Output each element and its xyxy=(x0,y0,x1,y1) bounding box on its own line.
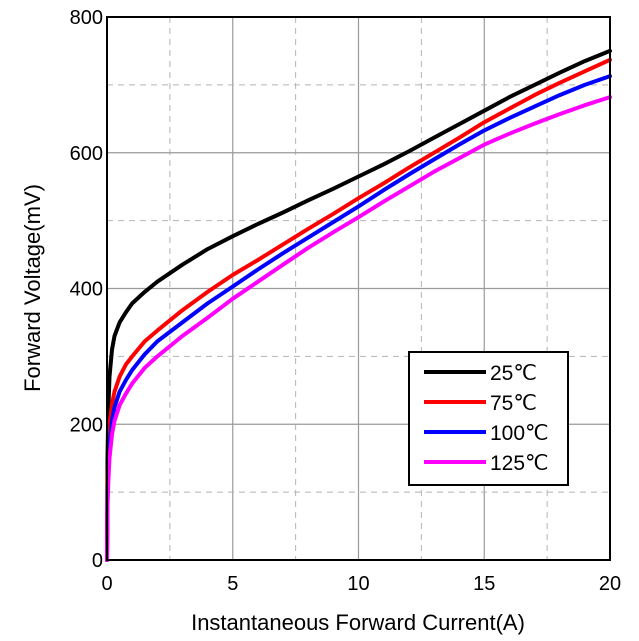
series-lines xyxy=(105,48,612,562)
plot-frame xyxy=(106,16,611,561)
x-tick-label: 20 xyxy=(599,573,621,595)
x-tick-label: 10 xyxy=(347,573,369,595)
x-tick-label: 5 xyxy=(227,573,238,595)
series-line-3 xyxy=(105,74,612,562)
y-tick-label: 600 xyxy=(70,143,103,165)
x-tick-label: 0 xyxy=(101,573,112,595)
series-line-1 xyxy=(105,48,612,562)
y-tick-label: 200 xyxy=(70,414,103,436)
legend-label-1: 25℃ xyxy=(490,362,537,385)
y-tick-label: 400 xyxy=(70,279,103,301)
x-tick-label: 15 xyxy=(473,573,495,595)
legend-label-4: 125℃ xyxy=(490,452,549,475)
y-tick-label: 0 xyxy=(92,550,103,572)
series-line-2 xyxy=(105,57,612,562)
legend-label-2: 75℃ xyxy=(490,392,537,415)
y-axis-label: Forward Voltage(mV) xyxy=(20,184,45,392)
y-tick-label: 800 xyxy=(70,7,103,29)
legend-label-3: 100℃ xyxy=(490,422,549,445)
series-line-4 xyxy=(105,95,612,562)
x-axis-label: Instantaneous Forward Current(A) xyxy=(191,610,525,635)
legend: 25℃ 75℃ 100℃ 125℃ xyxy=(408,351,569,486)
